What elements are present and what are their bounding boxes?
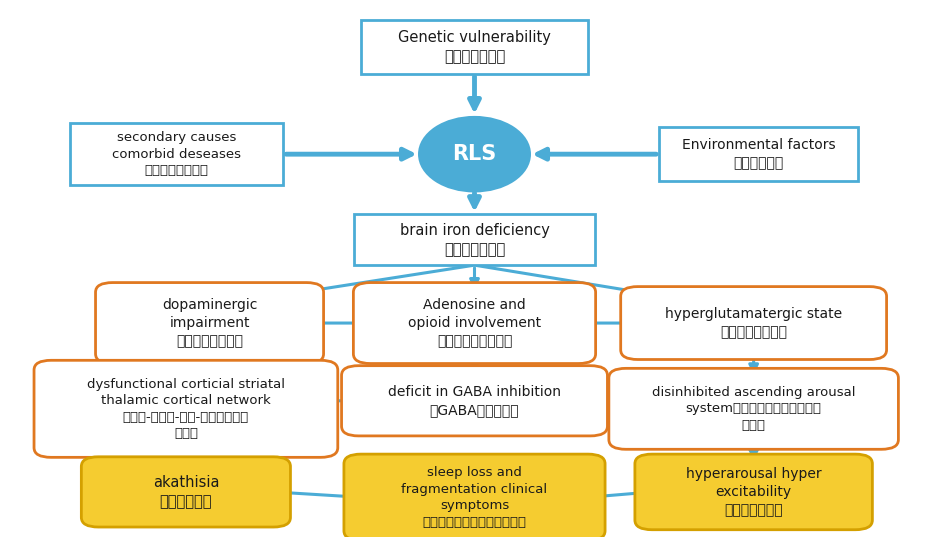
- Text: Genetic vulnerability
（基因易损感）: Genetic vulnerability （基因易损感）: [398, 30, 551, 64]
- FancyBboxPatch shape: [34, 360, 338, 457]
- Ellipse shape: [420, 118, 529, 190]
- Text: Environmental factors
（环境因素）: Environmental factors （环境因素）: [681, 138, 835, 170]
- FancyBboxPatch shape: [621, 287, 886, 360]
- FancyBboxPatch shape: [354, 215, 595, 265]
- FancyBboxPatch shape: [342, 365, 607, 436]
- FancyBboxPatch shape: [82, 457, 290, 527]
- Text: secondary causes
comorbid deseases
（继发原因共病）: secondary causes comorbid deseases （继发原因…: [112, 131, 241, 177]
- FancyBboxPatch shape: [344, 454, 605, 539]
- FancyBboxPatch shape: [609, 368, 899, 450]
- FancyBboxPatch shape: [353, 282, 596, 363]
- Text: disinhibited ascending arousal
system（上行激活系统的去抑制
状态）: disinhibited ascending arousal system（上行…: [652, 386, 855, 432]
- FancyBboxPatch shape: [635, 454, 872, 530]
- Text: hyperarousal hyper
excitability
（兴奋性增高）: hyperarousal hyper excitability （兴奋性增高）: [686, 467, 822, 517]
- Text: Adenosine and
opioid involvement
（腺苷和阿片参与）: Adenosine and opioid involvement （腺苷和阿片参…: [408, 298, 541, 348]
- Text: deficit in GABA inhibition
（GABA抑制缺降）: deficit in GABA inhibition （GABA抑制缺降）: [388, 385, 561, 417]
- Text: sleep loss and
fragmentation clinical
symptoms
（睡眠不足和各种临床症状）: sleep loss and fragmentation clinical sy…: [401, 466, 548, 529]
- FancyBboxPatch shape: [70, 123, 283, 185]
- Text: brain iron deficiency
（中枢铁缺乏）: brain iron deficiency （中枢铁缺乏）: [400, 223, 549, 257]
- Text: dysfunctional corticial striatal
thalamic cortical network
（皮质-纹状体-丘脑-皮质网络功能
失调）: dysfunctional corticial striatal thalami…: [87, 378, 285, 440]
- FancyBboxPatch shape: [659, 127, 858, 181]
- Text: akathisia
（静坐不能）: akathisia （静坐不能）: [153, 475, 219, 509]
- Text: dopaminergic
impairment
（多巴胺能损伤）: dopaminergic impairment （多巴胺能损伤）: [162, 298, 257, 348]
- Text: RLS: RLS: [453, 144, 496, 164]
- FancyBboxPatch shape: [361, 20, 588, 74]
- Text: hyperglutamatergic state
（高谷氨酸状态）: hyperglutamatergic state （高谷氨酸状态）: [665, 307, 842, 339]
- FancyBboxPatch shape: [96, 282, 324, 363]
